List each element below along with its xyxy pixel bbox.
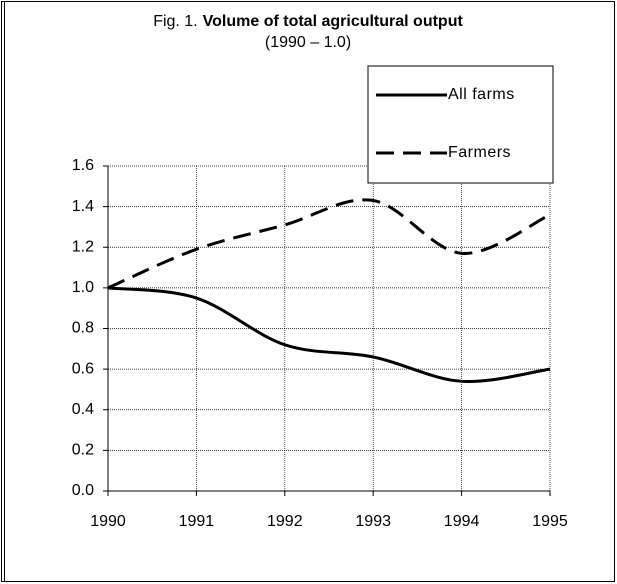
x-tick-label: 1990 (90, 513, 126, 530)
y-tick-label: 0.6 (72, 360, 94, 377)
legend-label: Farmers (448, 144, 511, 161)
y-tick-label: 0.4 (72, 401, 94, 418)
y-tick-label: 1.0 (72, 279, 94, 296)
chart-title: Fig. 1. Volume of total agricultural outp… (153, 13, 463, 30)
chart-subtitle: (1990 – 1.0) (265, 34, 351, 51)
series-line (107, 286, 551, 384)
y-tick-label: 0.2 (72, 442, 94, 459)
legend-box (367, 65, 554, 184)
legend-label: All farms (448, 86, 515, 103)
title-label: Fig. 1. (153, 13, 197, 30)
x-tick-label: 1991 (179, 513, 215, 530)
x-tick-label: 1993 (355, 513, 391, 530)
x-tick-label: 1992 (267, 513, 303, 530)
title-text: Volume of total agricultural output (203, 13, 464, 30)
y-tick-label: 1.2 (72, 238, 94, 255)
y-tick-label: 0.8 (72, 320, 94, 337)
y-tick-label: 0.0 (72, 482, 94, 499)
series-line (107, 198, 551, 290)
x-tick-label: 1995 (532, 513, 568, 530)
x-tick-label: 1994 (444, 513, 480, 530)
y-tick-label: 1.4 (72, 198, 94, 215)
y-tick-label: 1.6 (72, 157, 94, 174)
